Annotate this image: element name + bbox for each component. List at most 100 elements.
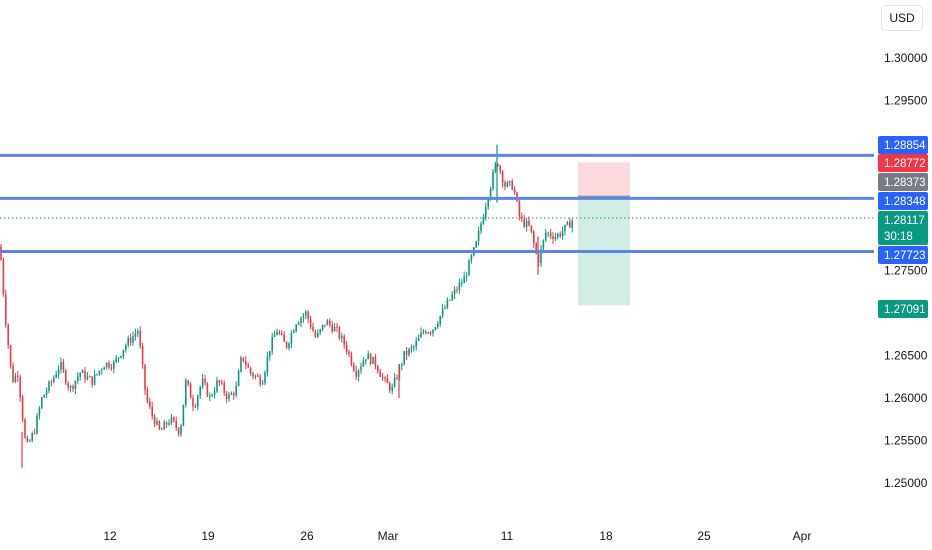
- x-tick-label: 25: [697, 529, 711, 543]
- candle-body: [199, 386, 201, 396]
- horizontal-levels[interactable]: [0, 153, 874, 254]
- candle-body: [26, 437, 29, 442]
- candle-body: [336, 326, 338, 328]
- candle-body: [31, 433, 33, 441]
- y-tick-label: 1.25000: [884, 476, 928, 490]
- candle-body: [331, 324, 333, 332]
- candle-body: [523, 218, 525, 227]
- candle-body: [163, 422, 165, 430]
- price-tag-label: 1.27091: [884, 304, 926, 316]
- candle-body: [314, 331, 317, 338]
- candle-body: [177, 427, 180, 435]
- candle-body: [9, 344, 12, 366]
- candle-body: [237, 371, 240, 386]
- candle-body: [110, 367, 113, 369]
- candle-body: [297, 322, 300, 325]
- candle-body: [288, 343, 290, 348]
- candle-body: [211, 395, 213, 397]
- candle-body: [509, 181, 511, 183]
- candle-body: [386, 377, 389, 384]
- candle-body: [57, 369, 60, 375]
- candle-body: [252, 373, 254, 377]
- candle-body: [446, 299, 449, 308]
- candle-body: [374, 356, 377, 367]
- candle-body: [360, 366, 362, 371]
- candle-body: [540, 248, 542, 264]
- candle-body: [103, 367, 105, 370]
- candle-body: [405, 351, 408, 356]
- candle-body: [122, 349, 125, 357]
- candle-body: [525, 221, 528, 227]
- candle-body: [511, 181, 513, 190]
- candle-body: [158, 421, 161, 430]
- candle-body: [69, 386, 72, 388]
- candle-body: [547, 232, 549, 234]
- x-tick-label: 12: [103, 529, 117, 543]
- candle-body: [477, 230, 480, 242]
- candle-body: [384, 377, 386, 379]
- price-tag-label: 1.27723: [884, 250, 926, 262]
- candle-body: [408, 348, 410, 356]
- candle-body: [485, 206, 487, 218]
- x-tick-label: Apr: [793, 529, 812, 543]
- candle-body: [180, 425, 182, 435]
- candle-body: [201, 378, 204, 387]
- price-tags: 1.28854 1.28772 1.28373 1.28348 1.28117 30:18…: [878, 136, 928, 318]
- candle-body: [302, 315, 305, 319]
- candle-body: [7, 324, 9, 345]
- candle-body: [273, 335, 276, 338]
- price-axis[interactable]: 1.30000 1.29500 1.27500 1.26500 1.26000 1.255…: [884, 51, 928, 490]
- candle-body: [504, 182, 506, 187]
- candle-body: [367, 353, 369, 360]
- candle-body: [381, 376, 384, 378]
- candle-body: [247, 365, 249, 368]
- candle-body: [343, 336, 345, 345]
- candle-body: [528, 221, 530, 226]
- y-tick-label: 1.26500: [884, 349, 928, 363]
- candle-body: [101, 369, 103, 371]
- candle-body: [461, 283, 463, 285]
- countdown-label: 30:18: [884, 231, 913, 243]
- x-tick-label: 19: [201, 529, 215, 543]
- stop-loss-zone[interactable]: [578, 162, 630, 197]
- candle-body: [276, 331, 278, 336]
- position-zones[interactable]: [578, 162, 630, 306]
- candle-body: [365, 359, 367, 361]
- candle-body: [48, 381, 50, 392]
- candle-body: [309, 318, 312, 328]
- candle-body: [12, 365, 14, 383]
- candle-body: [257, 375, 259, 377]
- candle-body: [341, 336, 343, 339]
- candle-body: [168, 423, 170, 425]
- price-tag: [878, 211, 928, 245]
- x-tick-label: 18: [599, 529, 613, 543]
- candle-body: [134, 333, 137, 337]
- candle-body: [566, 221, 569, 225]
- currency-button[interactable]: USD: [881, 5, 923, 31]
- candle-body: [348, 351, 350, 354]
- candle-body: [197, 395, 199, 407]
- candle-body: [125, 345, 127, 350]
- candle-body: [216, 380, 218, 392]
- candle-body: [545, 232, 547, 241]
- candle-body: [357, 370, 360, 377]
- candle-body: [475, 241, 477, 248]
- candle-body: [533, 231, 535, 244]
- candle-body: [209, 395, 211, 397]
- candle-body: [353, 364, 355, 371]
- candle-body: [516, 192, 518, 201]
- candle-body: [535, 243, 537, 254]
- candle-body: [470, 255, 473, 261]
- candle-body: [425, 331, 427, 334]
- candle-body: [557, 233, 559, 238]
- time-axis[interactable]: 12 19 26 Mar 11 18 25 Apr: [103, 529, 811, 543]
- candle-body: [127, 338, 129, 346]
- candle-body: [113, 361, 115, 369]
- candle-body: [329, 320, 331, 325]
- price-tag: [878, 136, 928, 154]
- candle-body: [165, 422, 168, 425]
- candle-body: [245, 360, 247, 366]
- candles: [0, 144, 573, 468]
- candle-body: [513, 189, 516, 193]
